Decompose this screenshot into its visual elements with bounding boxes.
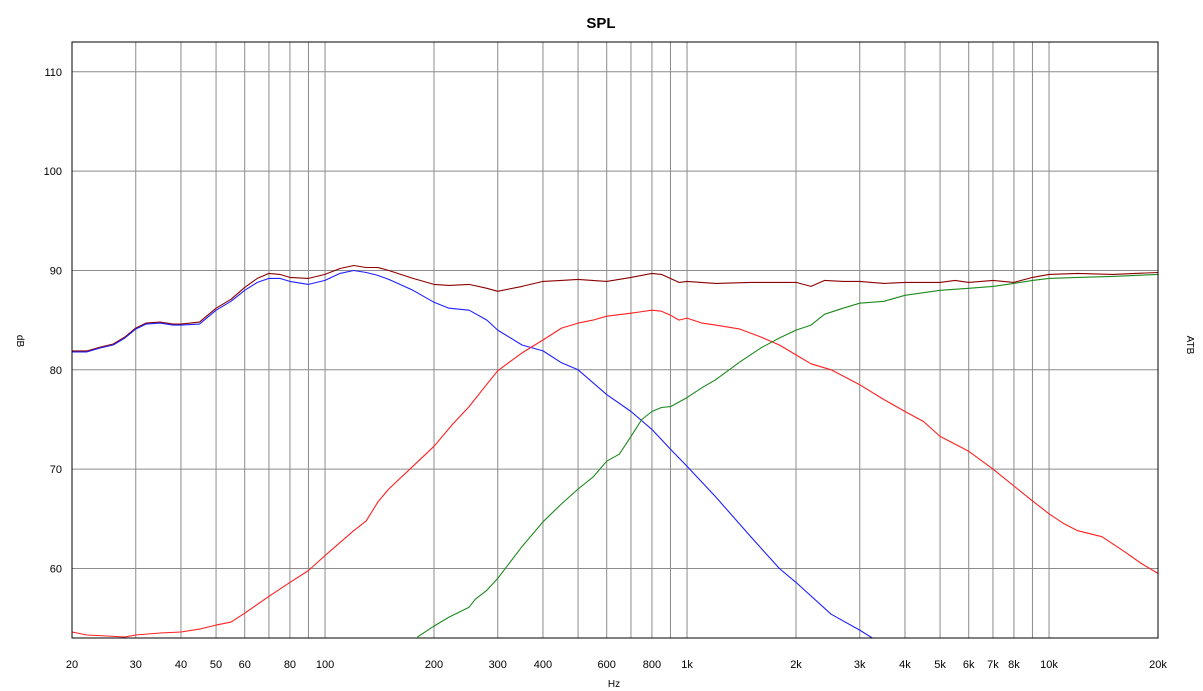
- series-line-4: [417, 273, 1159, 638]
- x-tick-label: 50: [210, 659, 222, 671]
- y-tick-label: 80: [50, 365, 62, 377]
- series-line-3: [71, 309, 1159, 638]
- x-tick-label: 200: [425, 659, 443, 671]
- y-axis-label: dB: [14, 335, 25, 348]
- x-axis-label: Hz: [608, 679, 620, 690]
- x-tick-label: 100: [316, 659, 334, 671]
- x-tick-label: 60: [239, 659, 251, 671]
- x-tick-label: 20: [66, 659, 78, 671]
- x-tick-label: 600: [598, 659, 616, 671]
- series-line-1: [72, 264, 1159, 352]
- x-tick-label: 20k: [1149, 659, 1167, 671]
- plot-area: [71, 41, 1159, 639]
- y-tick-label: 110: [44, 67, 62, 79]
- x-tick-label: 10k: [1040, 659, 1058, 671]
- x-tick-label: 400: [534, 659, 552, 671]
- grid: [72, 42, 1158, 638]
- x-tick-label: 3k: [854, 659, 866, 671]
- series-line-2: [72, 269, 873, 639]
- x-tick-label: 300: [489, 659, 507, 671]
- y-tick-label: 100: [44, 166, 62, 178]
- x-tick-label: 5k: [934, 659, 946, 671]
- y-tick-label: 70: [50, 464, 62, 476]
- x-tick-label: 30: [130, 659, 142, 671]
- x-tick-label: 2k: [790, 659, 802, 671]
- y-tick-label: 60: [50, 563, 62, 575]
- x-tick-label: 6k: [963, 659, 975, 671]
- y-tick-label: 90: [50, 265, 62, 277]
- chart-title: SPL: [586, 15, 615, 32]
- x-tick-label: 40: [175, 659, 187, 671]
- x-tick-label: 7k: [987, 659, 999, 671]
- series-lines: [71, 264, 1159, 639]
- x-tick-label: 8k: [1008, 659, 1020, 671]
- right-axis-label: ATB: [1184, 336, 1195, 355]
- x-tick-label: 80: [284, 659, 296, 671]
- tick-labels: 60 70 80 90 100 110 20 30 40 50 60 80 100 200 300 400 60…: [44, 67, 1168, 671]
- x-tick-label: 4k: [899, 659, 911, 671]
- x-tick-label: 800: [643, 659, 661, 671]
- x-tick-label: 1k: [681, 659, 693, 671]
